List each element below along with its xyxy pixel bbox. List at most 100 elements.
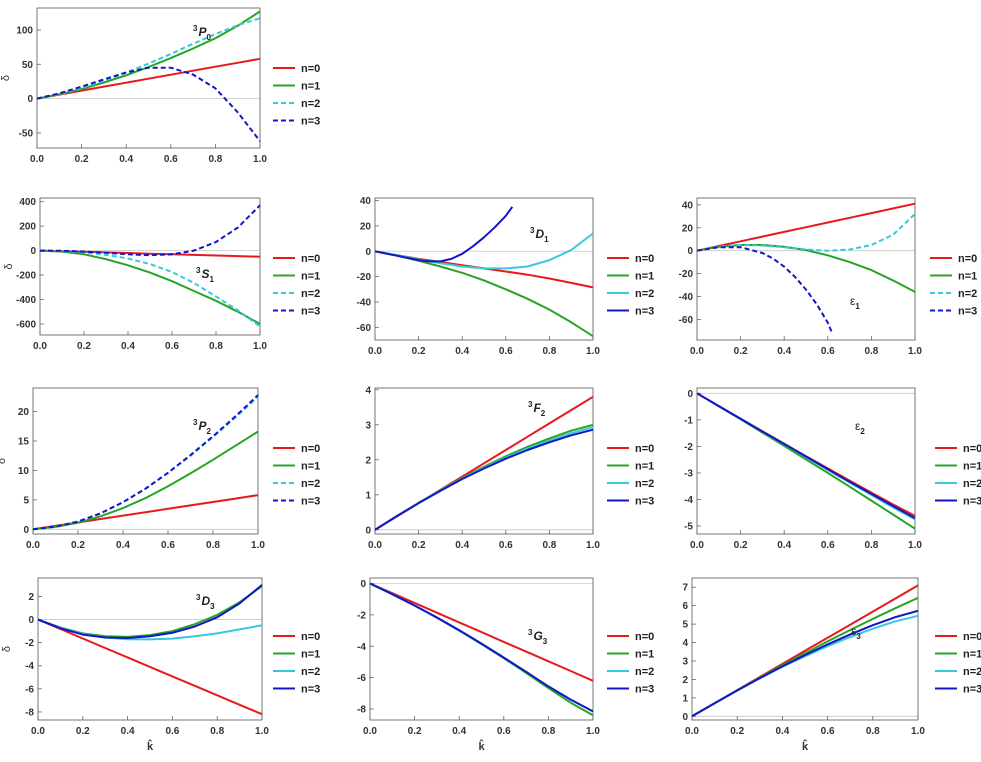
x-tick-label: 0.6	[497, 726, 511, 737]
series-line-n2	[36, 17, 261, 100]
plot-frame	[696, 387, 916, 535]
x-tick-label: 0.0	[363, 726, 377, 737]
legend-label-n1: n=1	[635, 271, 654, 283]
series-line-n0	[37, 618, 263, 716]
series-line-n3	[32, 394, 259, 531]
series-line-n3	[691, 609, 919, 718]
x-tick-label: 0.6	[499, 540, 513, 551]
y-tick-label: -20	[679, 269, 694, 280]
x-tick-label: 0.0	[368, 540, 382, 551]
x-tick-label: 0.8	[542, 540, 556, 551]
x-tick-label: 0.4	[455, 346, 469, 357]
y-tick-label: 6	[682, 601, 688, 612]
y-axis-label: δ	[0, 75, 12, 81]
legend-label-n1: n=1	[958, 271, 977, 283]
y-axis-label: δ	[3, 263, 15, 269]
x-tick-label: 0.0	[368, 346, 382, 357]
panel-2: 0.0 0.2 0.4 0.6 0.8 1.0 -600 -400 -200 0 200 400 δ 3S…	[3, 197, 320, 352]
x-tick-label: 1.0	[586, 726, 600, 737]
legend-label-n0: n=0	[301, 253, 320, 265]
series-line-n3	[369, 582, 594, 713]
x-tick-label: 0.6	[161, 540, 175, 551]
series-line-n2	[691, 614, 919, 718]
x-axis-label: k̂	[147, 740, 154, 753]
legend: n=0 n=1 n=2 n=3	[273, 253, 320, 318]
legend-label-n3: n=3	[301, 306, 320, 318]
legend-label-n0: n=0	[635, 631, 654, 643]
y-tick-label: 2	[28, 592, 34, 603]
series-line-n1	[32, 430, 259, 531]
y-tick-label: 3	[682, 656, 688, 667]
x-tick-label: 0.6	[165, 341, 179, 352]
legend-label-n3: n=3	[963, 496, 981, 508]
y-tick-label: 10	[18, 466, 30, 477]
y-tick-label: -8	[25, 707, 34, 718]
x-tick-label: 0.6	[821, 726, 835, 737]
y-tick-label: 0	[30, 246, 36, 257]
x-tick-label: 0.8	[866, 726, 880, 737]
legend-label-n1: n=1	[301, 271, 320, 283]
legend-label-n2: n=2	[301, 98, 320, 110]
x-tick-label: 0.8	[864, 346, 878, 357]
plot-frame	[32, 387, 259, 535]
y-tick-label: -60	[679, 315, 694, 326]
plot-frame	[37, 577, 263, 721]
x-tick-label: 0.8	[210, 726, 224, 737]
legend-label-n2: n=2	[963, 666, 981, 678]
y-tick-label: -2	[25, 638, 34, 649]
series-line-n3	[696, 246, 834, 334]
plot-frame	[374, 197, 594, 341]
y-tick-label: 5	[682, 620, 688, 631]
x-tick-label: 0.8	[542, 346, 556, 357]
panel-label: ε3	[851, 624, 861, 641]
x-tick-label: 0.4	[455, 540, 469, 551]
legend-label-n2: n=2	[635, 666, 654, 678]
legend-label-n3: n=3	[301, 684, 320, 696]
series-line-n0	[696, 202, 916, 252]
y-tick-label: -1	[684, 415, 693, 426]
y-tick-label: 2	[365, 455, 371, 466]
x-axis-label: k̂	[802, 740, 809, 753]
legend: n=0 n=1 n=2 n=3	[930, 253, 977, 318]
series-line-n1	[39, 249, 261, 325]
panel-label: 3P0	[193, 24, 211, 42]
legend-label-n2: n=2	[963, 478, 981, 490]
legend: n=0 n=1 n=2 n=3	[607, 443, 654, 508]
x-tick-label: 0.4	[775, 726, 789, 737]
legend-label-n1: n=1	[301, 649, 320, 661]
y-tick-label: -40	[679, 292, 694, 303]
panel-label: ε1	[850, 294, 860, 311]
x-tick-label: 0.6	[821, 346, 835, 357]
panel-8: 0.0 0.2 0.4 0.6 0.8 1.0 -8 -6 -4 -2 0 2 δ k̂ 3D3 n=0 n=1…	[1, 577, 320, 753]
legend-label-n0: n=0	[963, 631, 981, 643]
y-tick-label: 0	[23, 525, 29, 536]
plot-frame	[39, 197, 261, 336]
x-tick-label: 0.2	[412, 540, 426, 551]
legend-label-n0: n=0	[958, 253, 977, 265]
plot-frame	[691, 577, 919, 721]
y-tick-label: 200	[19, 222, 36, 233]
y-tick-label: -50	[19, 128, 34, 139]
x-tick-label: 0.6	[499, 346, 513, 357]
legend-label-n1: n=1	[635, 649, 654, 661]
y-tick-label: -4	[684, 495, 693, 506]
y-tick-label: 0	[687, 389, 693, 400]
legend-label-n3: n=3	[635, 684, 654, 696]
series-line-n3	[374, 428, 594, 531]
y-tick-label: -6	[25, 684, 34, 695]
x-tick-label: 0.4	[119, 154, 133, 165]
series-line-n2	[39, 249, 261, 328]
x-tick-label: 0.2	[77, 341, 91, 352]
panel-6: 0.0 0.2 0.4 0.6 0.8 1.0 0 1 2 3 4 3F2 n=0 n=1 n=2 n=3	[365, 385, 654, 551]
y-tick-label: 5	[23, 495, 29, 506]
legend-label-n0: n=0	[963, 443, 981, 455]
x-tick-label: 0.6	[821, 540, 835, 551]
x-tick-label: 1.0	[253, 341, 267, 352]
series-line-n2	[696, 213, 916, 252]
x-tick-label: 0.0	[690, 346, 704, 357]
legend-label-n1: n=1	[635, 461, 654, 473]
y-tick-label: 0	[27, 94, 33, 105]
x-tick-label: 0.8	[541, 726, 555, 737]
legend-label-n3: n=3	[958, 306, 977, 318]
series-line-n2	[374, 426, 594, 531]
